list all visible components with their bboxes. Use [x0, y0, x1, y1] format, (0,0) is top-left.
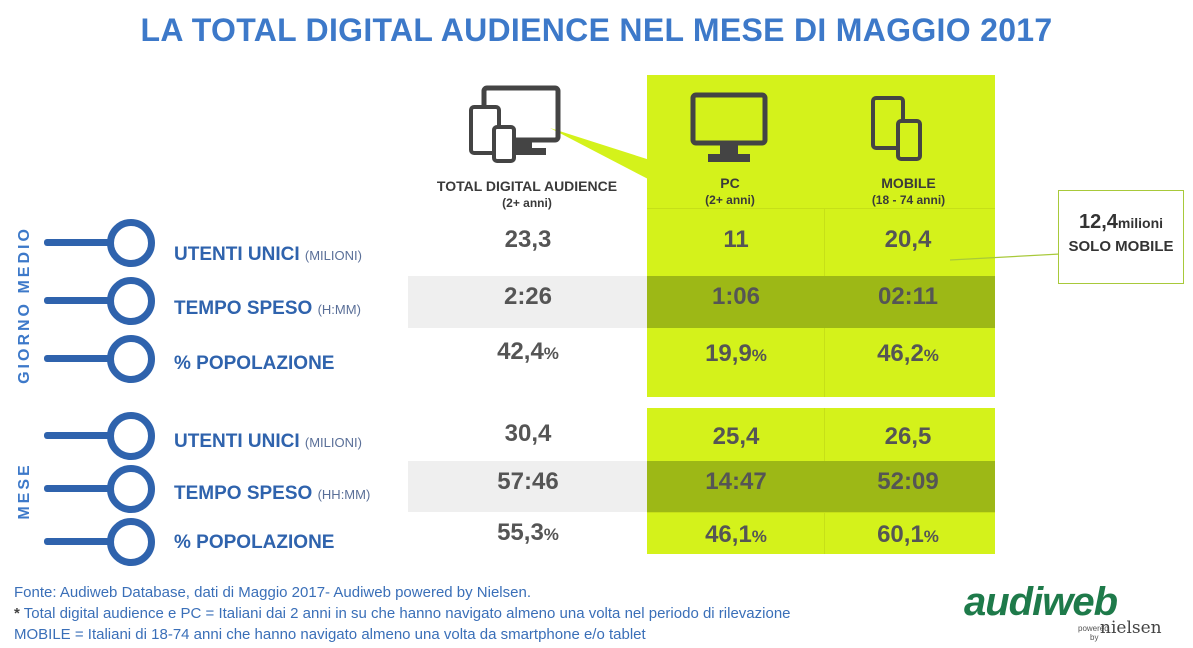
bullet-line	[44, 355, 119, 362]
value-tda: 30,4	[504, 420, 552, 447]
monitor-icon	[690, 92, 768, 162]
row-band-tempo-mese	[408, 461, 648, 512]
value-pc: 14:47	[705, 468, 767, 495]
divider	[647, 208, 995, 209]
section-label-mese: MESE	[16, 462, 33, 520]
bullet-circle	[107, 465, 155, 513]
value-tda: 57:46	[497, 468, 559, 495]
column-header-mobile: MOBILE (18 - 74 anni)	[871, 175, 946, 207]
section-label-giorno-medio: GIORNO MEDIO	[16, 226, 33, 384]
row-label: TEMPO SPESO (H:MM)	[174, 298, 361, 319]
value-pc: 25,4	[712, 423, 760, 450]
value-tda: 42,4%	[497, 338, 559, 365]
logo-brand: audiweb	[964, 580, 1118, 624]
green-panel-giorno-medio	[647, 75, 995, 397]
row-band-tempo-giorno-green	[647, 276, 995, 328]
row-label: TEMPO SPESO (HH:MM)	[174, 483, 371, 504]
bullet-circle	[107, 219, 155, 267]
row-label: % POPOLAZIONE	[174, 532, 335, 553]
column-header-total: TOTAL DIGITAL AUDIENCE (2+ anni)	[436, 178, 618, 210]
value-mobile: 52:09	[877, 468, 939, 495]
value-mobile: 02:11	[877, 283, 939, 310]
connector-wedge	[550, 128, 650, 180]
page-title: LA TOTAL DIGITAL AUDIENCE NEL MESE DI MA…	[140, 12, 1053, 48]
bullet-line	[44, 538, 119, 545]
footer-note-2: MOBILE = Italiani di 18-74 anni che hann…	[14, 626, 646, 643]
callout-pointer	[950, 253, 1061, 261]
logo-partner: nielsen	[1100, 618, 1162, 638]
audiweb-logo: audiweb powered by nielsen	[960, 580, 1190, 644]
column-header-pc: PC (2+ anni)	[705, 175, 755, 207]
footer-notes: Fonte: Audiweb Database, dati di Maggio …	[14, 582, 964, 645]
divider	[647, 512, 995, 513]
value-mobile: 26,5	[884, 423, 932, 450]
bullet-circle	[107, 412, 155, 460]
footer-note-1: * Total digital audience e PC = Italiani…	[14, 605, 791, 622]
bullet-line	[44, 239, 119, 246]
row-band-tempo-giorno	[408, 276, 648, 328]
bullet-line	[44, 432, 119, 439]
bullet-line	[44, 485, 119, 492]
value-tda: 2:26	[503, 283, 553, 310]
row-label: UTENTI UNICI (MILIONI)	[174, 431, 362, 452]
value-mobile: 20,4	[884, 226, 932, 253]
footer-source: Fonte: Audiweb Database, dati di Maggio …	[14, 584, 531, 601]
row-label: % POPOLAZIONE	[174, 353, 335, 374]
logo-by: by	[1090, 633, 1099, 642]
solo-mobile-callout: 12,4milioni SOLO MOBILE	[1058, 190, 1184, 284]
row-label: UTENTI UNICI (MILIONI)	[174, 244, 362, 265]
bullet-line	[44, 297, 119, 304]
bullet-circle	[107, 277, 155, 325]
bullet-circle	[107, 518, 155, 566]
value-pc: 46,1%	[705, 521, 767, 548]
value-pc: 19,9%	[705, 340, 767, 367]
logo-powered: powered	[1078, 624, 1109, 633]
bullet-circle	[107, 335, 155, 383]
value-tda: 23,3	[504, 226, 552, 253]
multi-device-icon	[469, 85, 561, 163]
value-mobile: 46,2%	[877, 340, 939, 367]
row-band-tempo-mese-green	[647, 461, 995, 512]
value-mobile: 60,1%	[877, 521, 939, 548]
tablet-phone-icon	[871, 96, 922, 161]
value-pc: 11	[723, 226, 749, 253]
value-pc: 1:06	[711, 283, 761, 310]
value-tda: 55,3%	[497, 519, 559, 546]
